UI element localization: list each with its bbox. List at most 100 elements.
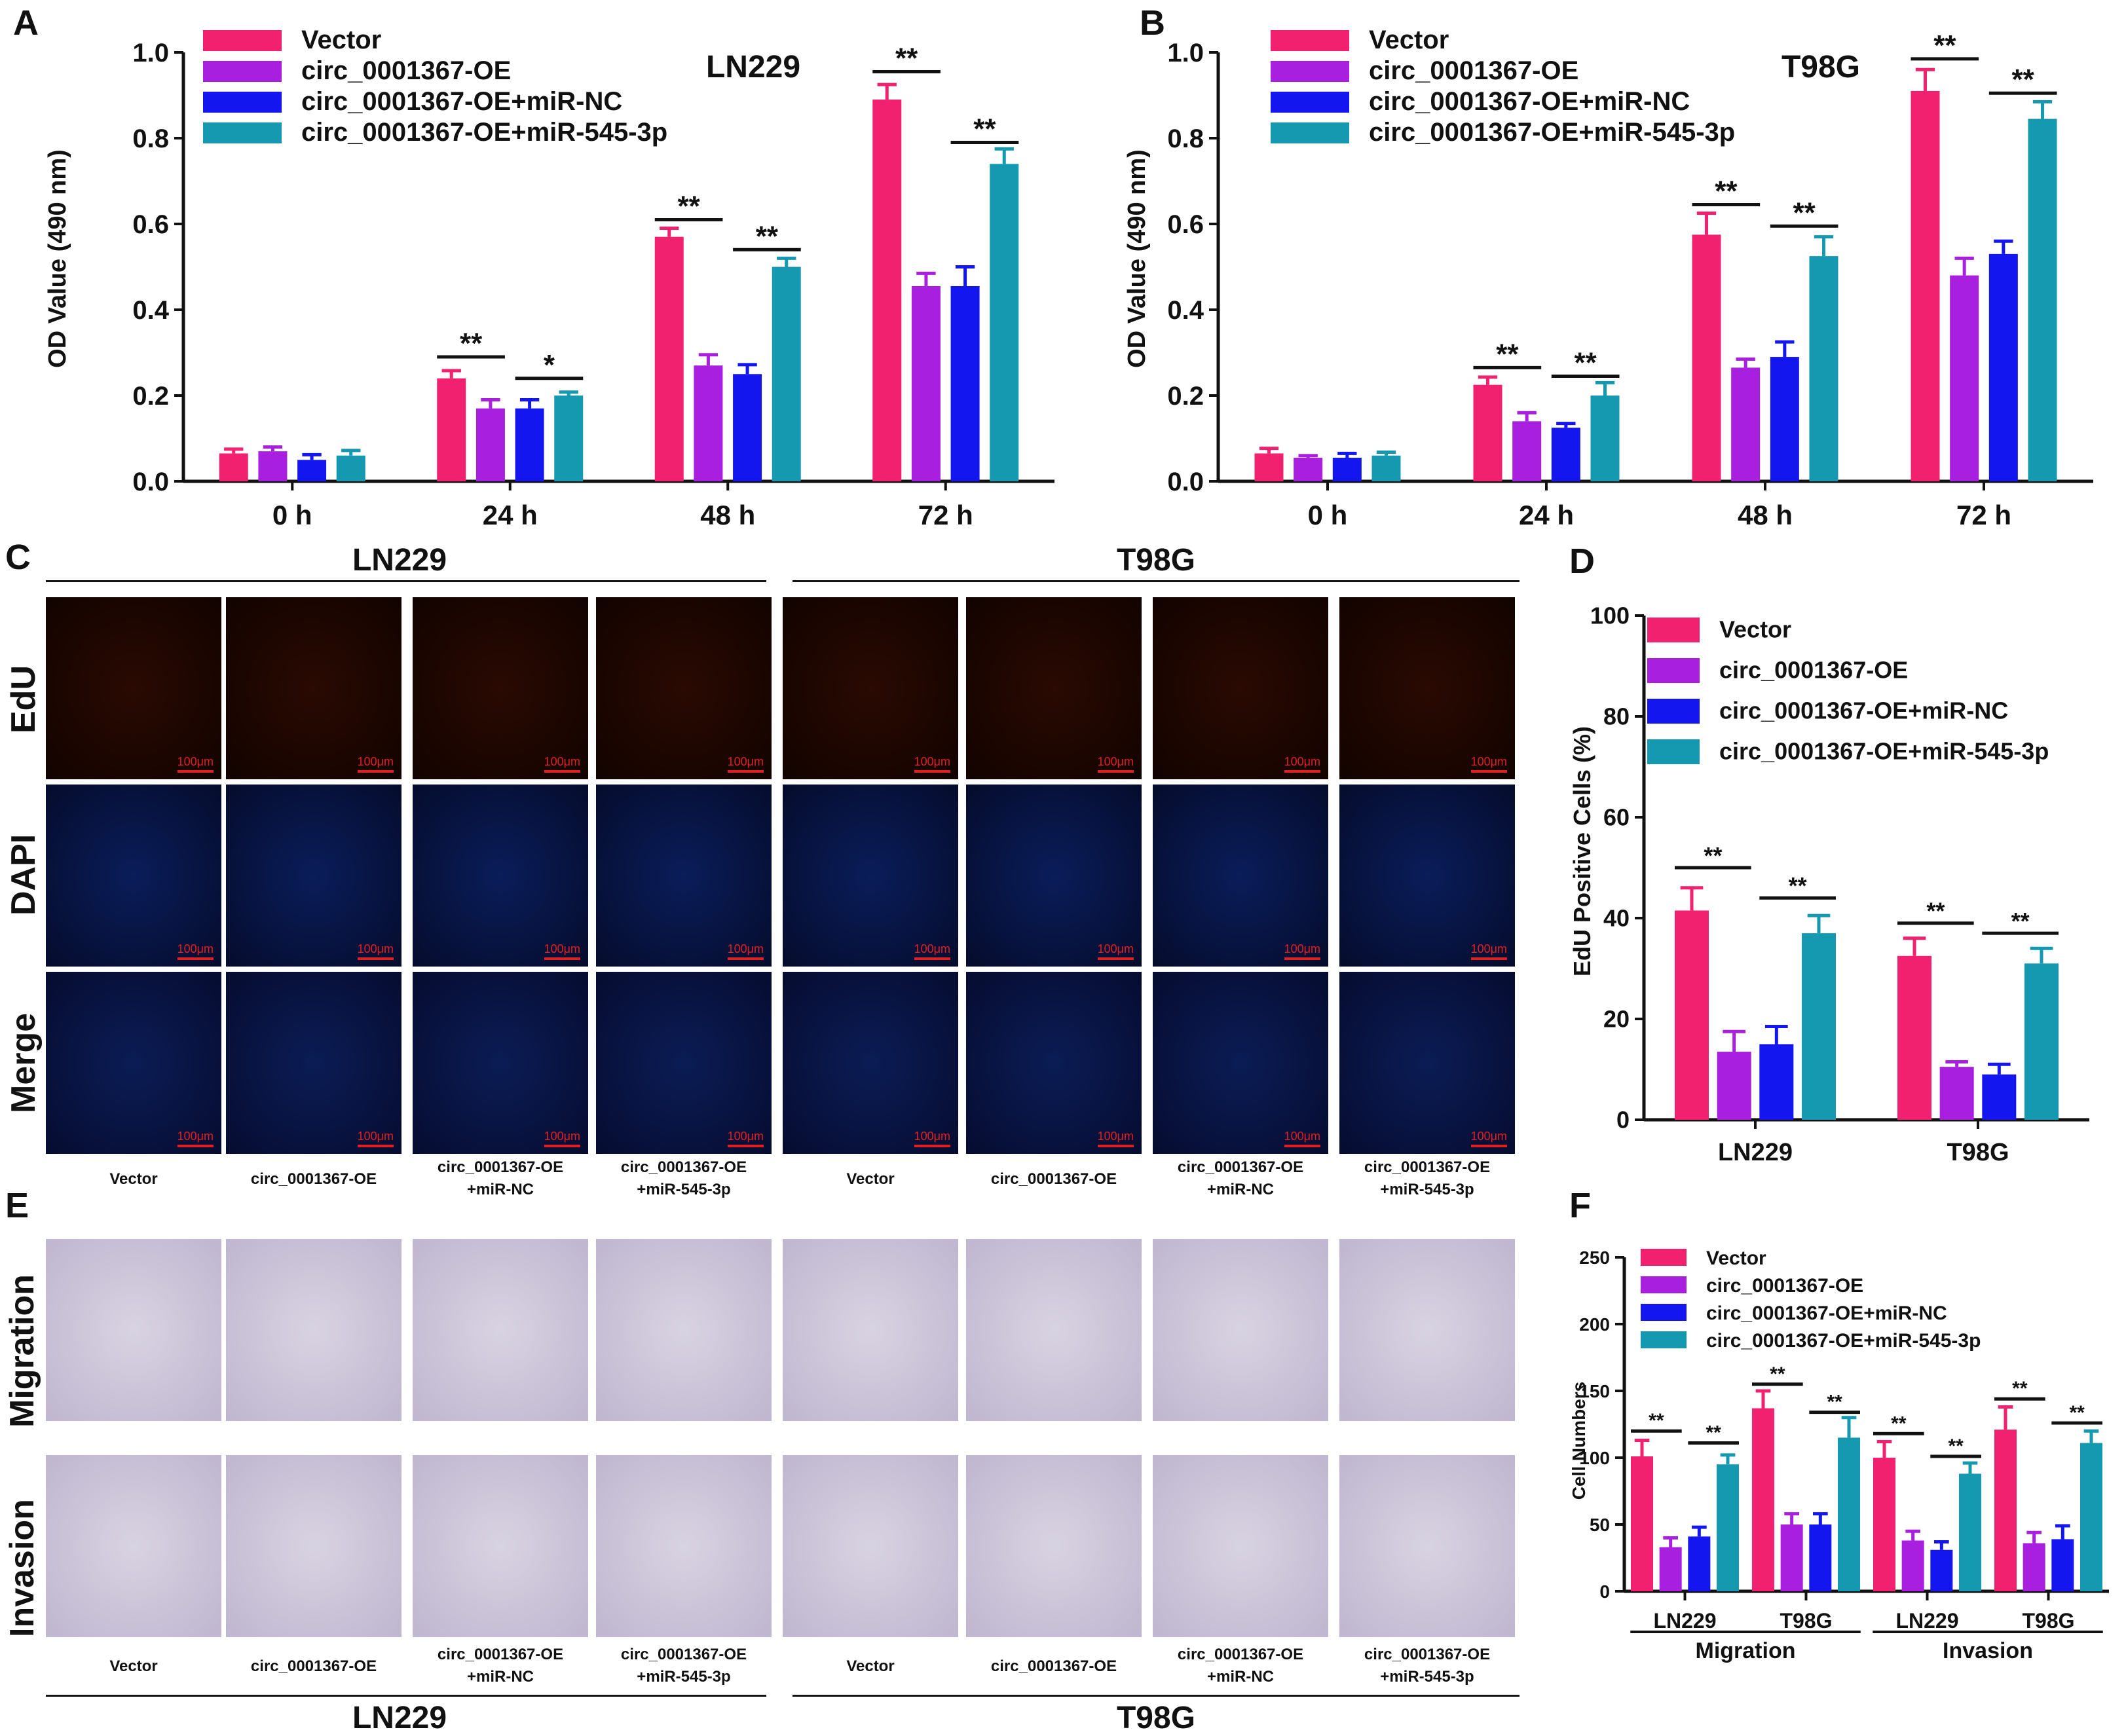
column-label: circ_0001367-OE +miR-NC (1146, 1644, 1335, 1688)
legend-swatch (1647, 699, 1700, 724)
significance-label: ** (2012, 64, 2035, 96)
legend-label: Vector (1706, 1247, 1766, 1269)
micrograph: 100μm (596, 785, 772, 967)
bar (1897, 955, 1931, 1120)
x-tick-label: 72 h (1956, 500, 2011, 530)
micrograph (46, 1455, 221, 1637)
y-axis-label: Cell Numbers (1572, 1382, 1589, 1500)
scale-bar: 100μm (728, 1130, 764, 1147)
group-title-ln229: LN229 (352, 543, 447, 578)
bar (2028, 119, 2057, 481)
legend-swatch (203, 92, 282, 113)
bar (1473, 384, 1502, 481)
column-label-line2: +miR-545-3p (1380, 1668, 1474, 1686)
micrograph (596, 1239, 772, 1421)
bar (1759, 1044, 1794, 1120)
significance-label: ** (1933, 29, 1956, 62)
chart-edu-positive: 0 20 40 60 80 100 LN229 T98G ** ** ** ** EdU Positiv… (1572, 602, 2089, 1166)
column-label-line2: +miR-545-3p (1380, 1181, 1474, 1198)
column-label-line1: Vector (109, 1170, 158, 1188)
y-tick-label: 0.2 (1167, 382, 1204, 411)
column-label: Vector (39, 1156, 228, 1191)
legend-label: circ_0001367-OE+miR-NC (1369, 87, 1690, 116)
micrograph (413, 1239, 588, 1421)
column-label-line1: circ_0001367-OE (1364, 1646, 1491, 1663)
row-label-invasion: Invasion (3, 1499, 41, 1637)
bar (1982, 1074, 2017, 1120)
legend-swatch (1641, 1276, 1687, 1293)
scale-bar: 100μm (1284, 755, 1320, 773)
bar (258, 451, 288, 481)
scale-bar: 100μm (544, 755, 580, 773)
group-underline-e-ln229 (46, 1695, 766, 1697)
y-tick-label: 0.4 (132, 296, 169, 325)
bar (1717, 1464, 1739, 1591)
bar (1930, 1549, 1953, 1591)
scale-bar: 100μm (728, 755, 764, 773)
significance-label: ** (2069, 1402, 2085, 1424)
legend-label: Vector (1719, 616, 1791, 643)
bar (2080, 1443, 2102, 1591)
column-label-line2: +miR-545-3p (637, 1668, 731, 1686)
column-label-line1: Vector (109, 1657, 158, 1675)
legend-label: circ_0001367-OE+miR-545-3p (1369, 118, 1735, 147)
significance-label: ** (1649, 1410, 1664, 1431)
legend-label: Vector (301, 26, 381, 54)
micrograph (596, 1455, 772, 1637)
column-label-line1: circ_0001367-OE (250, 1657, 377, 1675)
bar (1688, 1536, 1711, 1591)
legend-label: circ_0001367-OE (1719, 657, 1908, 684)
scale-bar: 100μm (1098, 1130, 1134, 1147)
y-tick-label: 60 (1603, 804, 1630, 831)
micrograph: 100μm (966, 785, 1142, 967)
y-tick-label: 0.6 (132, 210, 169, 239)
significance-label: ** (1575, 347, 1597, 379)
y-tick-label: 0.2 (132, 382, 169, 411)
bar (990, 164, 1019, 482)
column-label-line1: circ_0001367-OE (437, 1158, 564, 1176)
micrograph: 100μm (596, 972, 772, 1154)
significance-label: ** (1948, 1435, 1964, 1457)
legend-swatch (1647, 658, 1700, 683)
micrograph (1153, 1455, 1328, 1637)
legend-label: circ_0001367-OE (1369, 56, 1578, 85)
legend-label: circ_0001367-OE+miR-545-3p (301, 118, 667, 147)
bar (1371, 455, 1401, 481)
bar (1959, 1473, 1981, 1591)
micrograph: 100μm (783, 597, 958, 779)
y-tick-label: 250 (1579, 1247, 1610, 1268)
panel-letter-f: F (1569, 1186, 1591, 1225)
bar (2051, 1539, 2074, 1591)
scale-bar: 100μm (1284, 1130, 1320, 1147)
legend-swatch (1271, 92, 1349, 113)
micrograph: 100μm (1339, 972, 1515, 1154)
micrograph (783, 1455, 958, 1637)
significance-label: ** (1704, 842, 1722, 869)
column-label: circ_0001367-OE (219, 1644, 408, 1678)
legend-label: circ_0001367-OE (301, 56, 511, 85)
significance-label: ** (756, 220, 779, 252)
micrograph (1339, 1455, 1515, 1637)
group-label: Migration (1696, 1638, 1796, 1663)
significance-label: ** (1827, 1392, 1842, 1413)
significance-label: ** (1793, 196, 1816, 229)
y-tick-label: 150 (1579, 1381, 1610, 1401)
group-title-t98g: T98G (1116, 543, 1196, 578)
micrograph: 100μm (1339, 597, 1515, 779)
column-label-line2: +miR-NC (1206, 1181, 1274, 1198)
column-label-line2: +miR-545-3p (637, 1181, 731, 1198)
significance-label: ** (677, 190, 700, 222)
bar (1659, 1547, 1682, 1591)
row-label-dapi: DAPI (5, 834, 43, 915)
column-label: Vector (776, 1644, 965, 1678)
legend-swatch (1647, 739, 1700, 764)
legend-label: circ_0001367-OE+miR-NC (1706, 1302, 1947, 1324)
legend-swatch (203, 122, 282, 143)
group-title-e-ln229: LN229 (352, 1701, 447, 1735)
micrograph: 100μm (1153, 972, 1328, 1154)
micrograph: 100μm (46, 597, 221, 779)
significance-label: ** (2012, 1378, 2028, 1399)
y-tick-label: 0.0 (1167, 468, 1204, 496)
micrograph: 100μm (783, 972, 958, 1154)
bar (1631, 1456, 1653, 1591)
